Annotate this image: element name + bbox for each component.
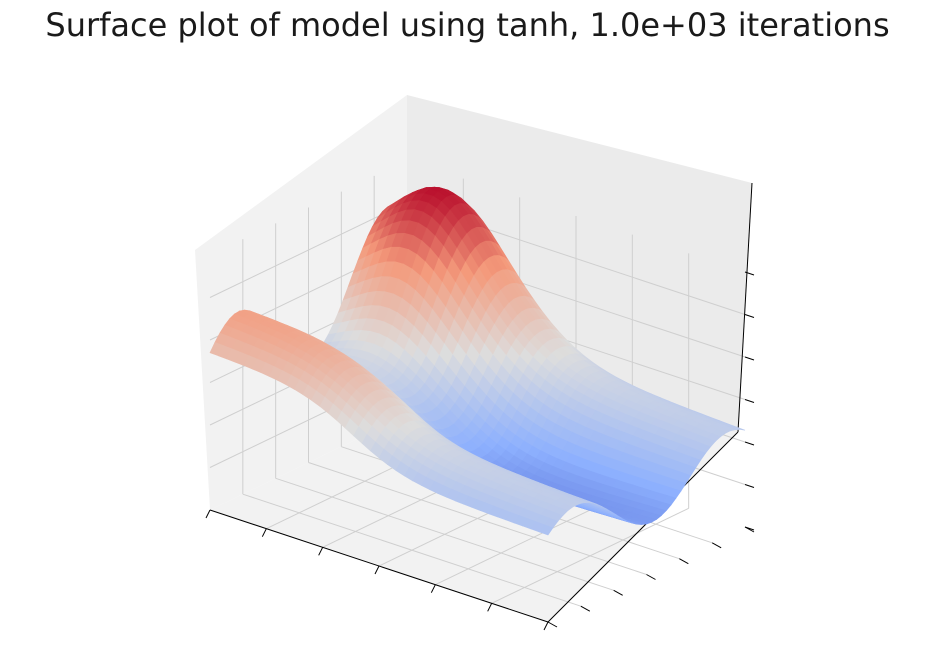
surface	[209, 186, 746, 536]
y-tick	[711, 542, 722, 549]
x-tick	[261, 528, 267, 537]
y-tick	[679, 558, 689, 565]
z-axis-line	[737, 182, 753, 433]
x-tick	[318, 547, 324, 556]
y-tick	[580, 605, 591, 612]
x-tick	[374, 565, 380, 575]
y-tick	[646, 574, 656, 580]
y-tick	[547, 621, 558, 628]
x-tick	[430, 584, 436, 593]
y-axis-line	[547, 431, 739, 623]
z-tick	[744, 484, 755, 488]
z-tick	[744, 399, 755, 403]
z-tick	[744, 356, 755, 361]
left-grid-line	[209, 202, 408, 298]
surface-patch	[539, 524, 554, 536]
z-tick	[744, 441, 755, 446]
x-tick	[205, 509, 211, 519]
z-tick	[744, 314, 755, 318]
chart-title: Surface plot of model using tanh, 1.0e+0…	[45, 6, 890, 44]
x-tick	[487, 603, 493, 612]
x-tick	[543, 621, 549, 631]
y-tick	[613, 589, 623, 596]
z-tick	[744, 271, 755, 276]
y-tick	[744, 526, 755, 533]
axis-ticks	[205, 271, 755, 631]
